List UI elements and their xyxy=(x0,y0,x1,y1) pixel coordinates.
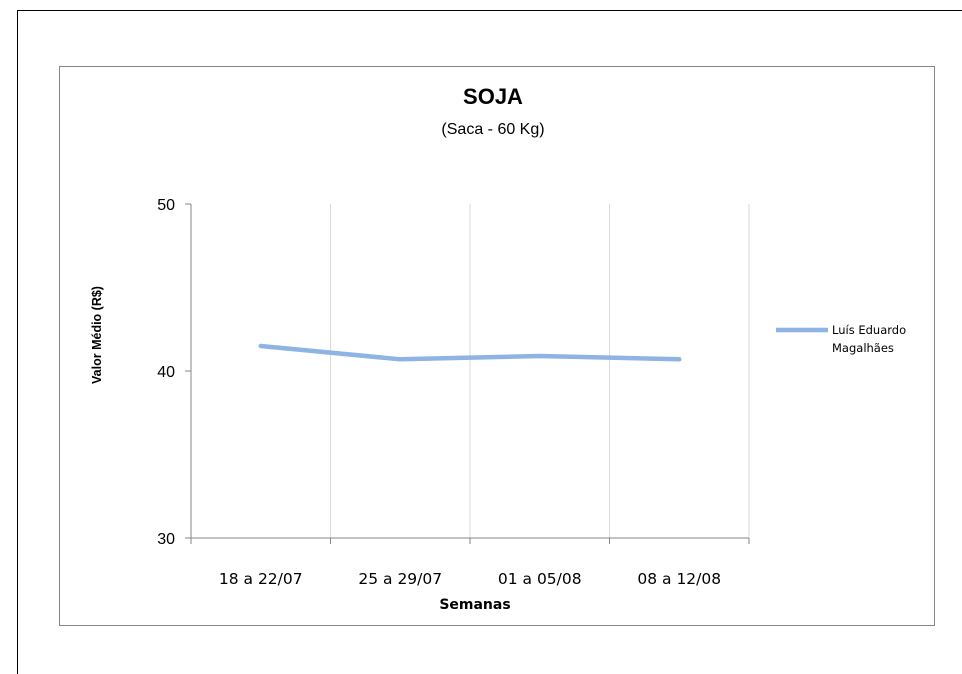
x-tick-label: 08 a 12/08 xyxy=(637,570,721,588)
x-tick-label: 01 a 05/08 xyxy=(498,570,582,588)
legend-label: Magalhães xyxy=(832,341,894,355)
series-layer xyxy=(258,343,682,362)
x-axis-title: Semanas xyxy=(439,597,510,613)
chart-area[interactable] xyxy=(59,66,935,626)
sheet-border-top xyxy=(17,10,962,11)
y-axis-title: Valor Médio (R$) xyxy=(90,286,104,384)
legend-label: Luís Eduardo xyxy=(832,323,906,337)
legend: Luís Eduardo Magalhães xyxy=(776,323,906,355)
y-tick-label: 40 xyxy=(157,364,175,381)
chart-subtitle: (Saca - 60 Kg) xyxy=(441,121,544,138)
grid-layer xyxy=(330,204,750,538)
x-tick-label: 25 a 29/07 xyxy=(358,570,442,588)
y-tick-label: 50 xyxy=(157,197,175,214)
axis-layer: 30 40 50 18 a 22/07 25 a 29/07 01 a 05/08 08 a… xyxy=(157,197,750,588)
x-tick-label: 18 a 22/07 xyxy=(219,570,303,588)
sheet-border-left xyxy=(17,10,18,674)
series-line xyxy=(258,343,682,362)
y-tick-label: 30 xyxy=(157,531,175,548)
chart-title: SOJA xyxy=(463,84,523,109)
